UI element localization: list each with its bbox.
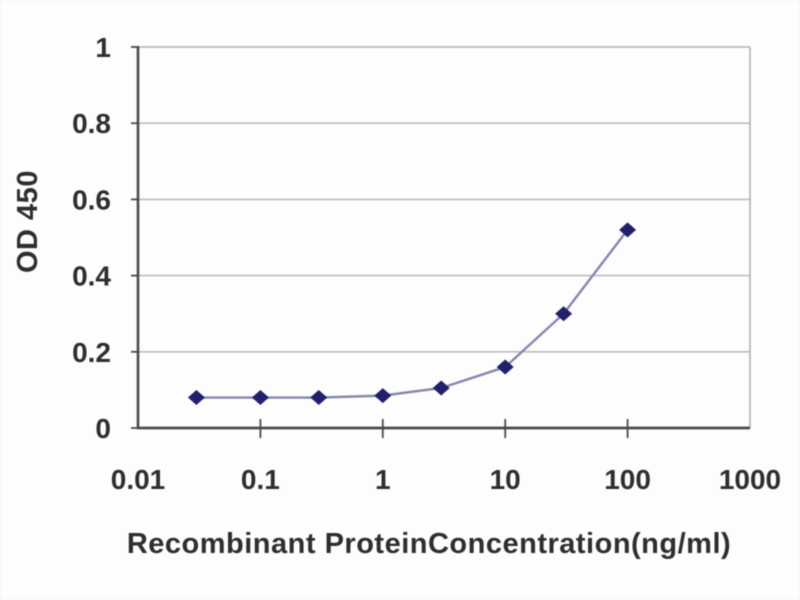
y-tick-label: 0.2 — [72, 337, 111, 368]
data-series-line — [196, 229, 629, 399]
data-point-markers — [187, 222, 637, 406]
gridlines — [138, 46, 751, 428]
x-tick-labels: 0.01 0.1 1 10 100 1000 — [111, 464, 781, 495]
y-tick-label: 1 — [95, 32, 111, 63]
x-tick-label: 100 — [604, 464, 651, 495]
y-tick-label: 0 — [95, 413, 111, 444]
x-tick-label: 10 — [490, 464, 521, 495]
diamond-marker — [251, 390, 269, 406]
diamond-marker — [432, 380, 450, 396]
x-axis-title: Recombinant ProteinConcentration(ng/ml) — [126, 528, 732, 560]
diamond-marker — [374, 388, 392, 404]
y-tick-label: 0.8 — [72, 108, 111, 139]
series-line — [196, 229, 629, 399]
x-tick-label: 0.1 — [241, 464, 280, 495]
diamond-marker — [496, 359, 514, 375]
y-tick-label: 0.6 — [72, 184, 111, 215]
y-tick-labels: 0 0.2 0.4 0.6 0.8 1 — [72, 32, 111, 444]
x-tick-label: 0.01 — [111, 464, 166, 495]
diamond-marker — [619, 222, 637, 238]
axes — [136, 46, 750, 430]
x-tick-label: 1000 — [719, 464, 781, 495]
diamond-marker — [187, 390, 205, 406]
y-tick-label: 0.4 — [72, 261, 111, 292]
x-tick-label: 1 — [375, 464, 391, 495]
diamond-marker — [555, 306, 573, 322]
diamond-marker — [310, 390, 328, 406]
tick-marks — [131, 46, 629, 438]
